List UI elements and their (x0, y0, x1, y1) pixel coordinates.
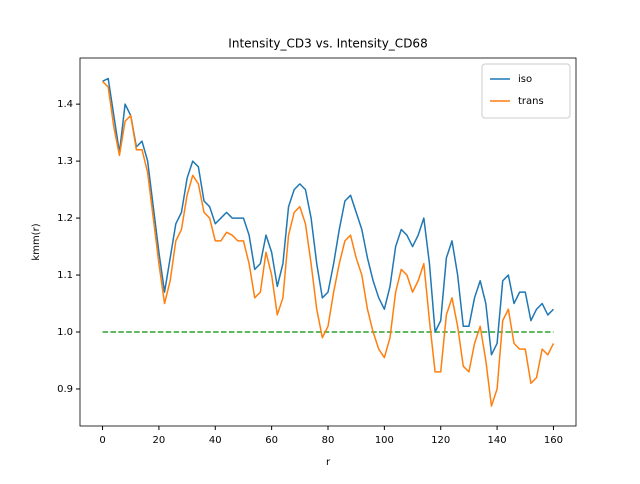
x-tick-label: 40 (209, 435, 222, 446)
x-tick-label: 160 (544, 435, 563, 446)
legend-box (481, 63, 571, 119)
y-tick-label: 1.1 (57, 270, 73, 281)
x-tick-label: 60 (265, 435, 278, 446)
x-tick-label: 120 (431, 435, 450, 446)
x-tick-label: 0 (99, 435, 105, 446)
legend-label: iso (518, 74, 532, 85)
x-tick-label: 20 (153, 435, 166, 446)
y-axis-label: kmm(r) (31, 223, 42, 260)
x-tick-label: 140 (488, 435, 507, 446)
series-line (102, 77, 554, 356)
legend: iso trans (481, 63, 571, 119)
x-tick-label: 80 (322, 435, 335, 446)
x-tick-label: 100 (375, 435, 394, 446)
chart-title: Intensity_CD3 vs. Intensity_CD68 (228, 37, 427, 51)
y-tick-label: 0.9 (57, 384, 73, 395)
series-line (102, 80, 555, 407)
y-tick-label: 1.3 (57, 156, 73, 167)
x-axis-label: r (326, 457, 331, 468)
plot-frame (79, 57, 577, 427)
y-tick-label: 1.4 (57, 99, 73, 110)
legend-label: trans (518, 96, 544, 107)
y-tick-label: 1.0 (57, 327, 73, 338)
y-tick-label: 1.2 (57, 213, 73, 224)
